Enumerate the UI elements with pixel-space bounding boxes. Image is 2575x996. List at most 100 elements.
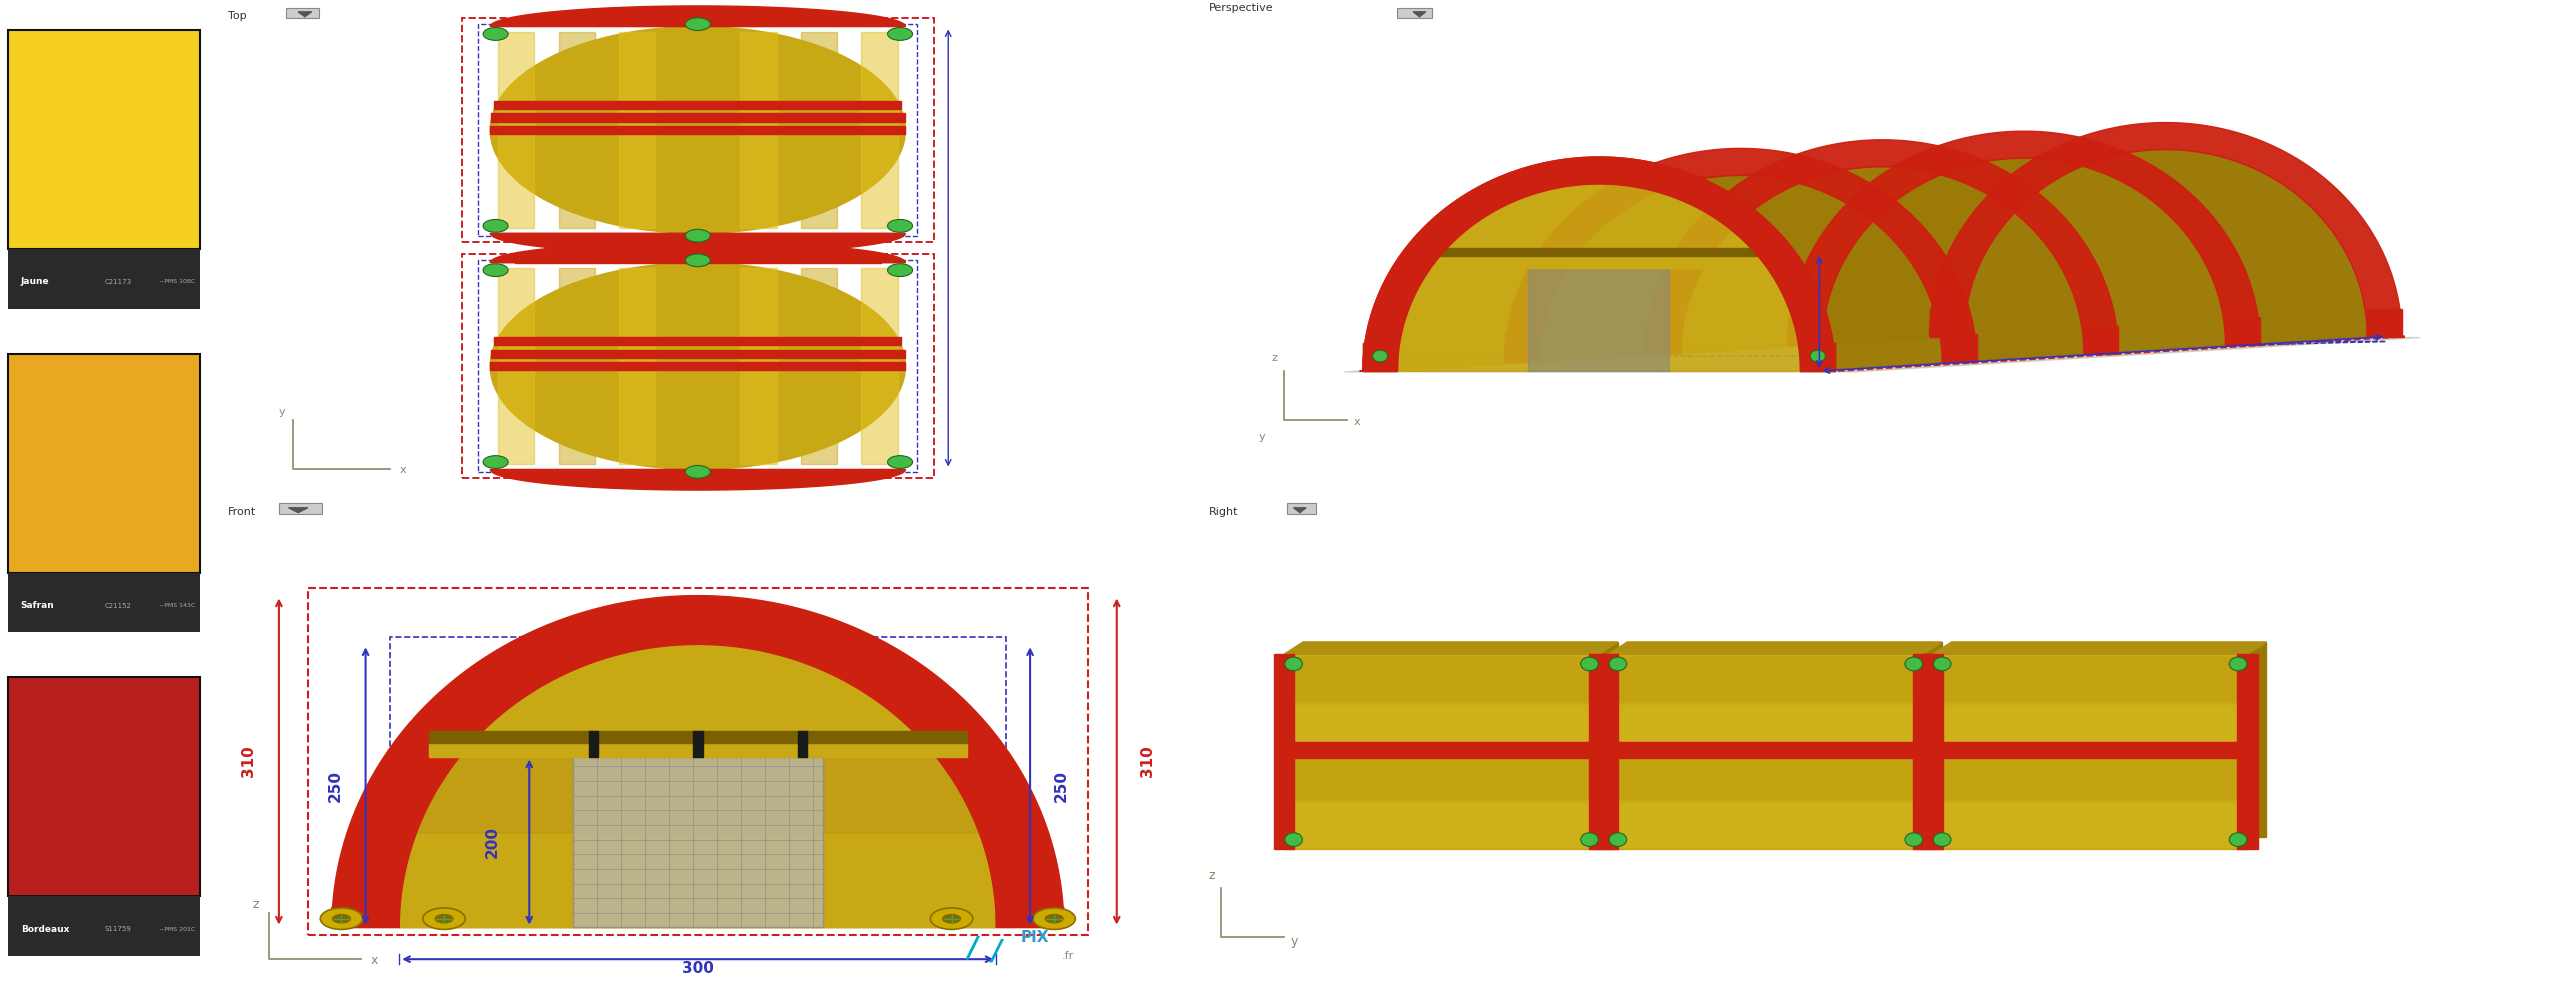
Text: Right: Right: [1208, 507, 1239, 517]
Polygon shape: [801, 32, 837, 228]
Polygon shape: [801, 268, 837, 464]
Polygon shape: [1612, 803, 1921, 847]
Circle shape: [685, 465, 711, 478]
Polygon shape: [739, 32, 778, 228]
Circle shape: [2230, 833, 2248, 847]
Polygon shape: [997, 901, 1063, 927]
Polygon shape: [559, 268, 595, 464]
Polygon shape: [1645, 326, 1681, 354]
Polygon shape: [1398, 175, 1942, 372]
Polygon shape: [1362, 343, 1398, 372]
Polygon shape: [430, 743, 966, 757]
Polygon shape: [1934, 642, 2266, 654]
Polygon shape: [1362, 157, 1836, 372]
Polygon shape: [399, 739, 997, 833]
Polygon shape: [1787, 317, 1823, 346]
Polygon shape: [1800, 343, 1836, 372]
Polygon shape: [332, 596, 1063, 927]
Polygon shape: [399, 644, 997, 927]
Text: Safran: Safran: [21, 601, 54, 611]
Polygon shape: [1942, 335, 1978, 363]
FancyBboxPatch shape: [8, 896, 201, 956]
Circle shape: [1934, 833, 1952, 847]
Text: S11759: S11759: [106, 926, 131, 932]
Polygon shape: [1288, 705, 1596, 749]
Polygon shape: [494, 101, 901, 110]
Polygon shape: [489, 27, 906, 233]
Polygon shape: [1398, 184, 1800, 372]
Text: z: z: [1208, 869, 1215, 881]
Polygon shape: [1924, 654, 1942, 850]
Polygon shape: [489, 233, 906, 254]
Polygon shape: [489, 242, 906, 263]
Circle shape: [888, 219, 912, 232]
Text: Jaune: Jaune: [21, 277, 49, 287]
Polygon shape: [1934, 742, 2248, 758]
Circle shape: [2230, 657, 2248, 670]
Circle shape: [1609, 657, 1627, 670]
Circle shape: [685, 254, 711, 267]
Polygon shape: [1936, 705, 2245, 749]
Polygon shape: [1414, 12, 1427, 17]
Polygon shape: [489, 125, 906, 134]
Polygon shape: [1681, 158, 2225, 354]
Circle shape: [1581, 833, 1599, 847]
Polygon shape: [1540, 167, 2083, 363]
Polygon shape: [399, 644, 997, 739]
Circle shape: [888, 264, 912, 277]
Polygon shape: [1929, 123, 2402, 337]
Text: 200: 200: [484, 826, 500, 859]
Polygon shape: [1530, 268, 1669, 372]
Circle shape: [332, 913, 350, 923]
Polygon shape: [1952, 642, 2266, 838]
Bar: [479, 24, 917, 236]
FancyBboxPatch shape: [8, 30, 201, 249]
Polygon shape: [1627, 642, 1942, 838]
Text: Front: Front: [227, 507, 255, 517]
Circle shape: [484, 219, 507, 232]
FancyBboxPatch shape: [8, 677, 201, 896]
Polygon shape: [1586, 175, 1942, 372]
Bar: [389, 637, 1007, 927]
Circle shape: [685, 18, 711, 31]
Text: ~PMS 201C: ~PMS 201C: [160, 926, 196, 932]
Text: y: y: [278, 407, 286, 417]
Polygon shape: [494, 338, 901, 346]
Polygon shape: [590, 731, 597, 757]
Polygon shape: [1285, 654, 1599, 850]
Polygon shape: [2366, 309, 2402, 337]
Text: y: y: [1290, 934, 1298, 947]
Polygon shape: [515, 259, 881, 263]
Circle shape: [1609, 833, 1627, 847]
Circle shape: [484, 28, 507, 41]
Polygon shape: [489, 469, 906, 490]
Polygon shape: [1609, 642, 1942, 654]
Text: /: /: [968, 935, 978, 963]
Polygon shape: [399, 833, 997, 927]
Polygon shape: [288, 508, 309, 513]
Polygon shape: [2011, 149, 2366, 346]
Text: ~PMS 108C: ~PMS 108C: [160, 279, 196, 285]
Bar: [309, 589, 1087, 935]
Polygon shape: [2238, 654, 2258, 850]
Polygon shape: [1612, 705, 1921, 749]
Polygon shape: [1504, 335, 1540, 363]
Polygon shape: [1612, 754, 1921, 798]
Polygon shape: [489, 362, 906, 371]
Polygon shape: [1504, 148, 1978, 363]
Polygon shape: [618, 268, 657, 464]
Circle shape: [1372, 351, 1388, 362]
Polygon shape: [1288, 656, 1596, 700]
Circle shape: [1285, 833, 1303, 847]
Polygon shape: [618, 32, 657, 228]
Polygon shape: [2083, 326, 2119, 354]
Polygon shape: [489, 263, 906, 469]
Text: Bordeaux: Bordeaux: [21, 924, 70, 934]
Polygon shape: [798, 731, 806, 757]
Polygon shape: [1913, 654, 1934, 850]
Polygon shape: [1823, 149, 2366, 346]
FancyBboxPatch shape: [8, 354, 201, 573]
Text: y: y: [1259, 432, 1264, 442]
Polygon shape: [1936, 754, 2245, 798]
Text: 310: 310: [1141, 746, 1156, 778]
